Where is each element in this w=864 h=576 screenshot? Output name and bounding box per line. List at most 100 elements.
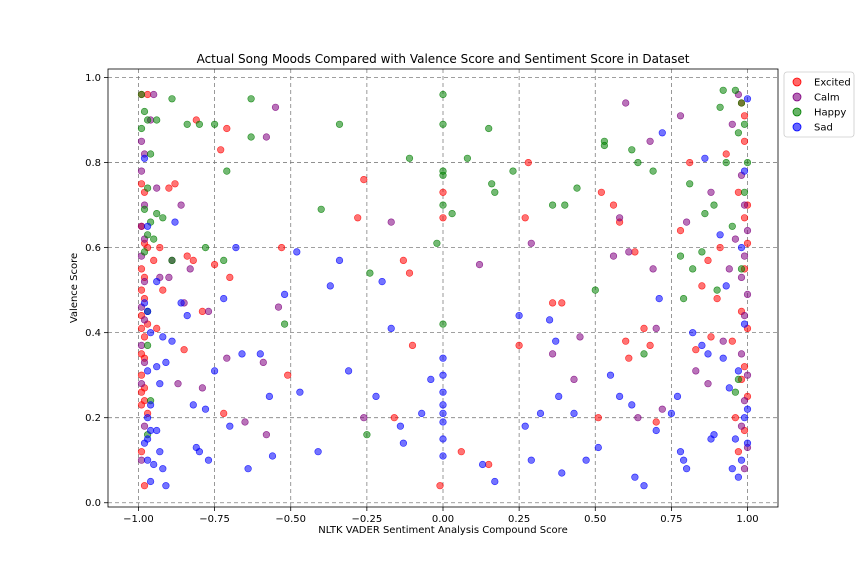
point-sad bbox=[679, 456, 688, 464]
point-excited bbox=[640, 324, 648, 333]
point-sad bbox=[439, 452, 447, 460]
legend-label-excited: Excited bbox=[814, 78, 851, 89]
point-happy bbox=[463, 154, 472, 162]
point-sad bbox=[439, 388, 447, 396]
point-sad bbox=[491, 477, 499, 486]
point-sad bbox=[640, 482, 648, 490]
point-happy bbox=[153, 116, 161, 124]
point-sad bbox=[527, 456, 535, 464]
point-sad bbox=[159, 333, 167, 341]
point-sad bbox=[153, 426, 161, 435]
legend-marker-sad bbox=[792, 122, 802, 132]
point-sad bbox=[655, 295, 663, 303]
point-excited bbox=[698, 282, 706, 290]
point-excited bbox=[137, 265, 146, 273]
point-happy bbox=[247, 95, 255, 103]
point-sad bbox=[335, 256, 344, 265]
point-happy bbox=[363, 431, 371, 439]
point-happy bbox=[150, 235, 158, 243]
point-calm bbox=[223, 354, 231, 362]
point-excited bbox=[625, 354, 633, 362]
x-tick-label: 0.50 bbox=[584, 514, 606, 525]
point-excited bbox=[652, 418, 660, 426]
x-tick-label: −0.25 bbox=[352, 514, 383, 525]
point-sad bbox=[710, 431, 718, 439]
point-sad bbox=[740, 320, 749, 328]
x-tick-label: −0.75 bbox=[199, 514, 230, 525]
point-sad bbox=[153, 363, 161, 371]
point-happy bbox=[740, 188, 749, 196]
point-excited bbox=[692, 346, 700, 354]
point-excited bbox=[609, 201, 618, 209]
point-sad bbox=[232, 244, 240, 252]
point-excited bbox=[189, 256, 197, 265]
point-happy bbox=[247, 133, 255, 141]
point-sad bbox=[606, 371, 615, 379]
point-sad bbox=[296, 388, 304, 396]
point-sad bbox=[628, 401, 636, 409]
point-sad bbox=[140, 299, 149, 307]
point-excited bbox=[646, 341, 654, 350]
point-happy bbox=[168, 256, 176, 265]
point-excited bbox=[399, 256, 408, 265]
point-sad bbox=[615, 392, 624, 401]
point-calm bbox=[140, 278, 149, 286]
point-calm bbox=[719, 337, 727, 345]
point-calm bbox=[527, 239, 535, 247]
point-excited bbox=[137, 286, 146, 294]
point-sad bbox=[244, 465, 252, 473]
point-excited bbox=[731, 414, 740, 422]
point-happy bbox=[433, 239, 441, 247]
point-excited bbox=[558, 299, 566, 307]
point-calm bbox=[387, 218, 395, 226]
legend-label-sad: Sad bbox=[814, 123, 833, 134]
point-excited bbox=[153, 324, 161, 333]
point-excited bbox=[150, 256, 158, 265]
point-happy bbox=[509, 167, 517, 175]
point-calm bbox=[634, 414, 642, 422]
point-calm bbox=[174, 380, 182, 388]
point-calm bbox=[731, 235, 740, 243]
point-excited bbox=[198, 307, 206, 316]
point-happy bbox=[405, 154, 414, 162]
point-excited bbox=[734, 448, 743, 456]
point-happy bbox=[439, 171, 447, 179]
point-sad bbox=[555, 392, 563, 401]
point-happy bbox=[634, 159, 642, 167]
point-sad bbox=[153, 278, 161, 286]
point-calm bbox=[740, 201, 749, 209]
point-happy bbox=[144, 341, 152, 350]
point-happy bbox=[195, 120, 203, 128]
point-sad bbox=[183, 312, 191, 320]
point-calm bbox=[622, 99, 630, 107]
point-happy bbox=[548, 201, 557, 209]
x-tick-label: 0.00 bbox=[432, 514, 454, 525]
point-happy bbox=[448, 210, 456, 218]
point-happy bbox=[676, 252, 685, 260]
point-happy bbox=[366, 269, 374, 277]
point-excited bbox=[137, 388, 146, 396]
point-excited bbox=[137, 180, 146, 188]
point-sad bbox=[378, 278, 386, 286]
point-calm bbox=[475, 261, 484, 269]
point-sad bbox=[689, 329, 697, 337]
point-excited bbox=[211, 261, 219, 269]
point-excited bbox=[220, 409, 228, 418]
point-excited bbox=[408, 341, 417, 350]
point-sad bbox=[743, 439, 752, 447]
point-excited bbox=[223, 124, 231, 133]
point-sad bbox=[326, 282, 334, 290]
point-calm bbox=[262, 133, 271, 141]
point-sad bbox=[704, 350, 712, 358]
point-calm bbox=[704, 380, 712, 388]
point-sad bbox=[740, 167, 749, 175]
point-excited bbox=[722, 150, 730, 158]
point-sad bbox=[265, 392, 274, 401]
x-axis-label: NLTK VADER Sentiment Analysis Compound S… bbox=[318, 525, 567, 536]
point-sad bbox=[396, 422, 405, 430]
point-sad bbox=[479, 460, 487, 469]
point-excited bbox=[165, 184, 173, 192]
point-excited bbox=[485, 460, 493, 469]
point-sad bbox=[676, 448, 685, 456]
